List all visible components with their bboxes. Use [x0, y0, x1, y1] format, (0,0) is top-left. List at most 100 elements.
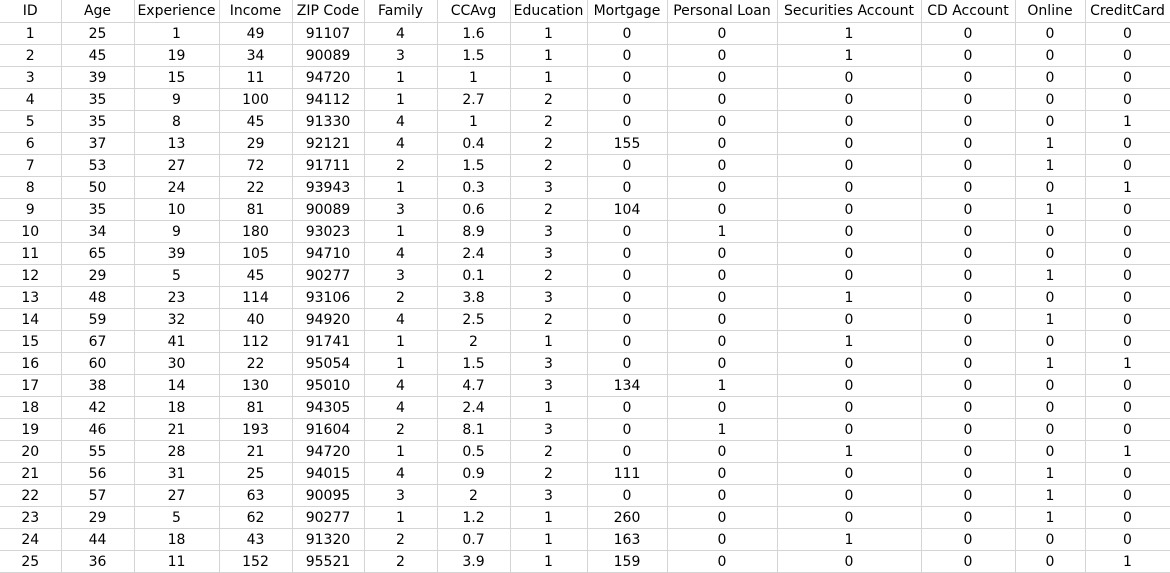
table-cell[interactable]: 0: [1014, 176, 1086, 199]
table-cell[interactable]: 7: [0, 154, 62, 177]
table-cell[interactable]: 0: [1014, 44, 1086, 67]
table-cell[interactable]: 1: [776, 22, 922, 45]
table-cell[interactable]: 0: [920, 220, 1016, 243]
table-cell[interactable]: 0: [666, 66, 778, 89]
table-cell[interactable]: 0: [1014, 66, 1086, 89]
table-cell[interactable]: 1: [776, 44, 922, 67]
table-cell[interactable]: 23: [133, 286, 220, 309]
table-cell[interactable]: 0: [776, 88, 922, 111]
table-cell[interactable]: 3: [509, 352, 588, 375]
table-cell[interactable]: 0: [586, 286, 668, 309]
table-cell[interactable]: 0: [776, 132, 922, 155]
table-cell[interactable]: 45: [218, 264, 293, 287]
table-cell[interactable]: 0: [920, 418, 1016, 441]
table-cell[interactable]: 0: [920, 550, 1016, 573]
table-cell[interactable]: 0: [666, 110, 778, 133]
table-cell[interactable]: 2: [509, 154, 588, 177]
table-cell[interactable]: 0: [666, 440, 778, 463]
table-cell[interactable]: 1: [133, 22, 220, 45]
table-cell[interactable]: 92121: [291, 132, 365, 155]
table-cell[interactable]: 0: [920, 66, 1016, 89]
table-cell[interactable]: 0: [776, 220, 922, 243]
table-cell[interactable]: 0.7: [436, 528, 511, 551]
table-cell[interactable]: 0: [586, 308, 668, 331]
table-cell[interactable]: 0: [586, 242, 668, 265]
table-cell[interactable]: 0: [586, 484, 668, 507]
table-cell[interactable]: 1: [436, 110, 511, 133]
table-cell[interactable]: 0: [776, 550, 922, 573]
table-cell[interactable]: 10: [0, 220, 62, 243]
table-cell[interactable]: 0: [1014, 22, 1086, 45]
table-cell[interactable]: 163: [586, 528, 668, 551]
table-cell[interactable]: 152: [218, 550, 293, 573]
table-cell[interactable]: 1: [363, 352, 438, 375]
table-cell[interactable]: 0: [666, 550, 778, 573]
table-cell[interactable]: 41: [133, 330, 220, 353]
table-cell[interactable]: 19: [133, 44, 220, 67]
table-cell[interactable]: 18: [133, 528, 220, 551]
table-cell[interactable]: 0: [666, 396, 778, 419]
table-cell[interactable]: 24: [133, 176, 220, 199]
table-cell[interactable]: 2.4: [436, 396, 511, 419]
table-cell[interactable]: 1: [0, 22, 62, 45]
table-cell[interactable]: 13: [0, 286, 62, 309]
table-cell[interactable]: 16: [0, 352, 62, 375]
table-cell[interactable]: 0: [920, 352, 1016, 375]
table-cell[interactable]: 25: [60, 22, 135, 45]
table-cell[interactable]: 112: [218, 330, 293, 353]
table-cell[interactable]: 0: [920, 44, 1016, 67]
table-cell[interactable]: 91320: [291, 528, 365, 551]
table-cell[interactable]: 1: [363, 220, 438, 243]
table-cell[interactable]: 0: [666, 264, 778, 287]
table-cell[interactable]: 3: [363, 484, 438, 507]
table-cell[interactable]: 4: [363, 22, 438, 45]
table-cell[interactable]: 1: [666, 418, 778, 441]
table-cell[interactable]: 1: [1014, 264, 1086, 287]
table-cell[interactable]: 1: [776, 440, 922, 463]
table-cell[interactable]: 0: [666, 286, 778, 309]
table-cell[interactable]: 1: [509, 550, 588, 573]
table-cell[interactable]: 91330: [291, 110, 365, 133]
table-cell[interactable]: 0: [1014, 220, 1086, 243]
table-cell[interactable]: 0: [920, 242, 1016, 265]
table-cell[interactable]: 67: [60, 330, 135, 353]
table-cell[interactable]: 1: [1014, 462, 1086, 485]
table-cell[interactable]: 93943: [291, 176, 365, 199]
table-cell[interactable]: 3: [363, 264, 438, 287]
table-cell[interactable]: 0: [586, 66, 668, 89]
table-cell[interactable]: 0: [1084, 242, 1170, 265]
table-cell[interactable]: 94720: [291, 440, 365, 463]
header-cell-income[interactable]: Income: [218, 0, 293, 23]
table-cell[interactable]: 3.9: [436, 550, 511, 573]
table-cell[interactable]: 0: [666, 352, 778, 375]
table-cell[interactable]: 30: [133, 352, 220, 375]
table-cell[interactable]: 0: [586, 352, 668, 375]
table-cell[interactable]: 0: [666, 330, 778, 353]
table-cell[interactable]: 0: [1084, 506, 1170, 529]
table-cell[interactable]: 22: [218, 352, 293, 375]
table-cell[interactable]: 1.5: [436, 352, 511, 375]
table-cell[interactable]: 2: [509, 198, 588, 221]
table-cell[interactable]: 1: [509, 66, 588, 89]
table-cell[interactable]: 3: [509, 242, 588, 265]
table-cell[interactable]: 1: [1014, 352, 1086, 375]
table-cell[interactable]: 104: [586, 198, 668, 221]
table-cell[interactable]: 55: [60, 440, 135, 463]
header-cell-age[interactable]: Age: [60, 0, 135, 23]
table-cell[interactable]: 111: [586, 462, 668, 485]
table-cell[interactable]: 3: [509, 484, 588, 507]
table-cell[interactable]: 0: [776, 264, 922, 287]
table-cell[interactable]: 114: [218, 286, 293, 309]
table-cell[interactable]: 0: [666, 462, 778, 485]
table-cell[interactable]: 0: [776, 484, 922, 507]
table-cell[interactable]: 62: [218, 506, 293, 529]
table-cell[interactable]: 0: [1084, 44, 1170, 67]
table-cell[interactable]: 0: [586, 220, 668, 243]
table-cell[interactable]: 4: [363, 308, 438, 331]
table-cell[interactable]: 94720: [291, 66, 365, 89]
table-cell[interactable]: 25: [0, 550, 62, 573]
table-cell[interactable]: 0: [1084, 308, 1170, 331]
table-cell[interactable]: 4: [0, 88, 62, 111]
table-cell[interactable]: 1.5: [436, 44, 511, 67]
table-cell[interactable]: 3: [363, 44, 438, 67]
